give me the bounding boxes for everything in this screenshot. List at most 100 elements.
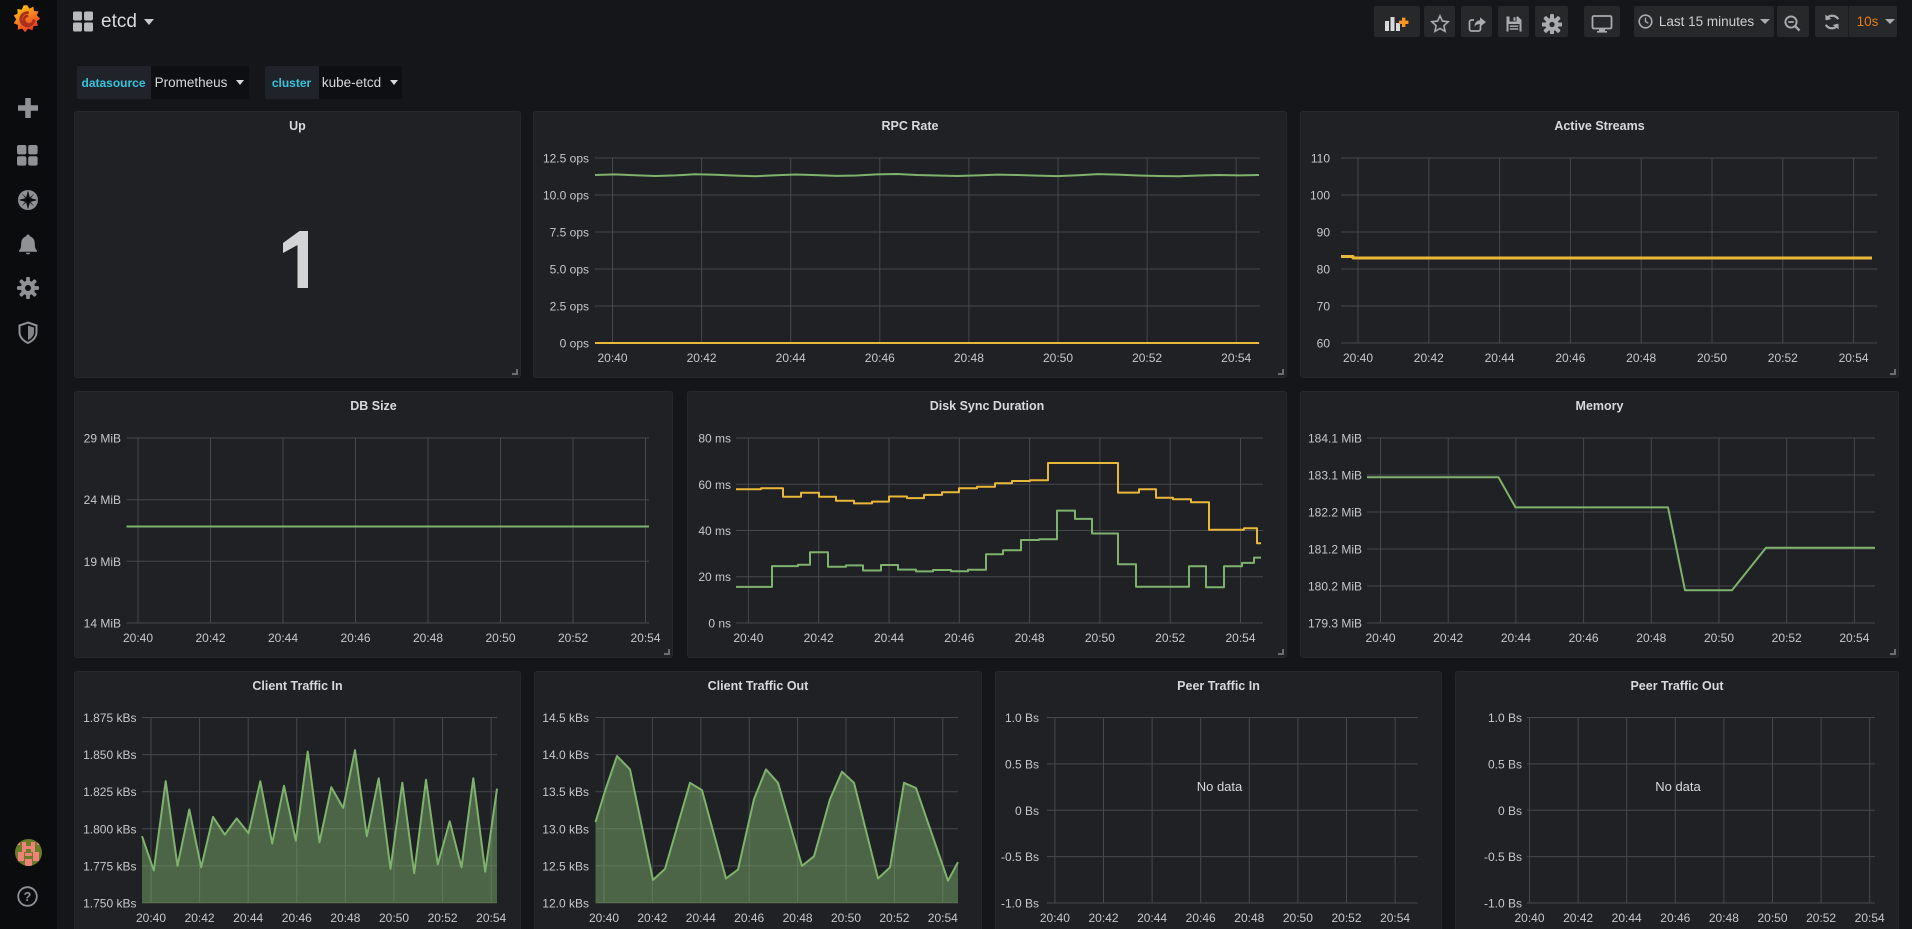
svg-text:1.800 kBs: 1.800 kBs: [83, 822, 136, 836]
svg-text:?: ?: [24, 890, 32, 904]
svg-text:60 ms: 60 ms: [698, 478, 731, 492]
svg-text:10.0 ops: 10.0 ops: [543, 189, 589, 203]
svg-text:20:42: 20:42: [1088, 911, 1118, 925]
svg-text:0 Bs: 0 Bs: [1498, 804, 1522, 818]
svg-text:20:44: 20:44: [1612, 911, 1642, 925]
svg-text:12.0 kBs: 12.0 kBs: [542, 897, 589, 911]
svg-text:7.5 ops: 7.5 ops: [550, 226, 589, 240]
svg-text:0 Bs: 0 Bs: [1015, 804, 1039, 818]
svg-text:20:42: 20:42: [637, 911, 667, 925]
svg-text:180.2 MiB: 180.2 MiB: [1308, 580, 1362, 594]
svg-text:20:40: 20:40: [1365, 631, 1395, 645]
svg-text:20:46: 20:46: [1555, 351, 1585, 365]
svg-text:20:54: 20:54: [928, 911, 958, 925]
svg-text:-1.0 Bs: -1.0 Bs: [1484, 897, 1522, 911]
svg-text:1.850 kBs: 1.850 kBs: [83, 748, 136, 762]
svg-text:20:40: 20:40: [733, 631, 763, 645]
svg-text:20:48: 20:48: [783, 911, 813, 925]
svg-text:13.5 kBs: 13.5 kBs: [542, 785, 589, 799]
svg-text:0 ops: 0 ops: [560, 337, 589, 351]
svg-text:20:40: 20:40: [1343, 351, 1373, 365]
svg-text:No data: No data: [1197, 779, 1243, 794]
svg-text:1.775 kBs: 1.775 kBs: [83, 859, 136, 873]
svg-text:20:52: 20:52: [879, 911, 909, 925]
svg-text:20:44: 20:44: [1485, 351, 1515, 365]
svg-text:20:54: 20:54: [1839, 631, 1869, 645]
svg-text:20:42: 20:42: [195, 631, 225, 645]
svg-text:20:54: 20:54: [1839, 351, 1869, 365]
svg-text:20:52: 20:52: [1806, 911, 1836, 925]
svg-text:14.0 kBs: 14.0 kBs: [542, 748, 589, 762]
svg-text:29 MiB: 29 MiB: [84, 432, 121, 446]
svg-text:80: 80: [1317, 263, 1331, 277]
svg-text:1.0 Bs: 1.0 Bs: [1488, 711, 1522, 725]
svg-text:60: 60: [1317, 337, 1331, 351]
svg-text:20:54: 20:54: [476, 911, 506, 925]
svg-text:20:44: 20:44: [268, 631, 298, 645]
svg-text:20:48: 20:48: [1709, 911, 1739, 925]
svg-text:14 MiB: 14 MiB: [84, 617, 121, 631]
svg-text:20:44: 20:44: [1137, 911, 1167, 925]
svg-text:-0.5 Bs: -0.5 Bs: [1001, 850, 1039, 864]
svg-text:20:48: 20:48: [1626, 351, 1656, 365]
svg-text:20:48: 20:48: [1636, 631, 1666, 645]
svg-text:20:46: 20:46: [734, 911, 764, 925]
svg-text:20:52: 20:52: [1768, 351, 1798, 365]
svg-text:20:42: 20:42: [1433, 631, 1463, 645]
svg-text:2.5 ops: 2.5 ops: [550, 300, 589, 314]
svg-text:20:50: 20:50: [1085, 631, 1115, 645]
svg-text:20:50: 20:50: [1757, 911, 1787, 925]
svg-text:20:40: 20:40: [597, 351, 627, 365]
svg-text:19 MiB: 19 MiB: [84, 555, 121, 569]
svg-text:181.2 MiB: 181.2 MiB: [1308, 543, 1362, 557]
svg-text:20:46: 20:46: [1569, 631, 1599, 645]
svg-text:20:40: 20:40: [1040, 911, 1070, 925]
svg-text:No data: No data: [1655, 779, 1701, 794]
svg-text:20:40: 20:40: [589, 911, 619, 925]
svg-text:20:50: 20:50: [1283, 911, 1313, 925]
svg-text:20:52: 20:52: [1331, 911, 1361, 925]
svg-text:20:54: 20:54: [1225, 631, 1255, 645]
svg-text:80 ms: 80 ms: [698, 432, 731, 446]
svg-text:20:42: 20:42: [185, 911, 215, 925]
svg-text:20:44: 20:44: [874, 631, 904, 645]
svg-text:183.1 MiB: 183.1 MiB: [1308, 469, 1362, 483]
svg-text:20:52: 20:52: [1132, 351, 1162, 365]
svg-text:20:40: 20:40: [136, 911, 166, 925]
svg-text:20:50: 20:50: [1043, 351, 1073, 365]
svg-text:70: 70: [1317, 300, 1331, 314]
svg-text:20:42: 20:42: [1414, 351, 1444, 365]
svg-text:12.5 ops: 12.5 ops: [543, 152, 589, 166]
svg-text:179.3 MiB: 179.3 MiB: [1308, 617, 1362, 631]
svg-text:20:54: 20:54: [1855, 911, 1885, 925]
svg-text:20:44: 20:44: [233, 911, 263, 925]
svg-text:182.2 MiB: 182.2 MiB: [1308, 506, 1362, 520]
svg-text:1.0 Bs: 1.0 Bs: [1005, 711, 1039, 725]
svg-text:20 ms: 20 ms: [698, 570, 731, 584]
svg-text:20:42: 20:42: [687, 351, 717, 365]
svg-text:20:46: 20:46: [1186, 911, 1216, 925]
svg-text:0.5 Bs: 0.5 Bs: [1488, 757, 1522, 771]
svg-text:20:44: 20:44: [1501, 631, 1531, 645]
svg-text:20:48: 20:48: [413, 631, 443, 645]
svg-text:20:50: 20:50: [1704, 631, 1734, 645]
svg-text:24 MiB: 24 MiB: [84, 493, 121, 507]
svg-text:20:50: 20:50: [831, 911, 861, 925]
svg-text:13.0 kBs: 13.0 kBs: [542, 822, 589, 836]
svg-text:20:48: 20:48: [330, 911, 360, 925]
svg-text:20:40: 20:40: [123, 631, 153, 645]
svg-text:184.1 MiB: 184.1 MiB: [1308, 432, 1362, 446]
svg-text:20:42: 20:42: [804, 631, 834, 645]
svg-text:20:46: 20:46: [282, 911, 312, 925]
svg-text:-1.0 Bs: -1.0 Bs: [1001, 897, 1039, 911]
svg-text:20:54: 20:54: [1380, 911, 1410, 925]
svg-text:1.875 kBs: 1.875 kBs: [83, 711, 136, 725]
svg-text:20:48: 20:48: [954, 351, 984, 365]
svg-text:1.825 kBs: 1.825 kBs: [83, 785, 136, 799]
svg-text:20:46: 20:46: [1660, 911, 1690, 925]
svg-text:20:46: 20:46: [340, 631, 370, 645]
svg-text:40 ms: 40 ms: [698, 524, 731, 538]
svg-text:-0.5 Bs: -0.5 Bs: [1484, 850, 1522, 864]
svg-text:14.5 kBs: 14.5 kBs: [542, 711, 589, 725]
svg-text:20:48: 20:48: [1234, 911, 1264, 925]
